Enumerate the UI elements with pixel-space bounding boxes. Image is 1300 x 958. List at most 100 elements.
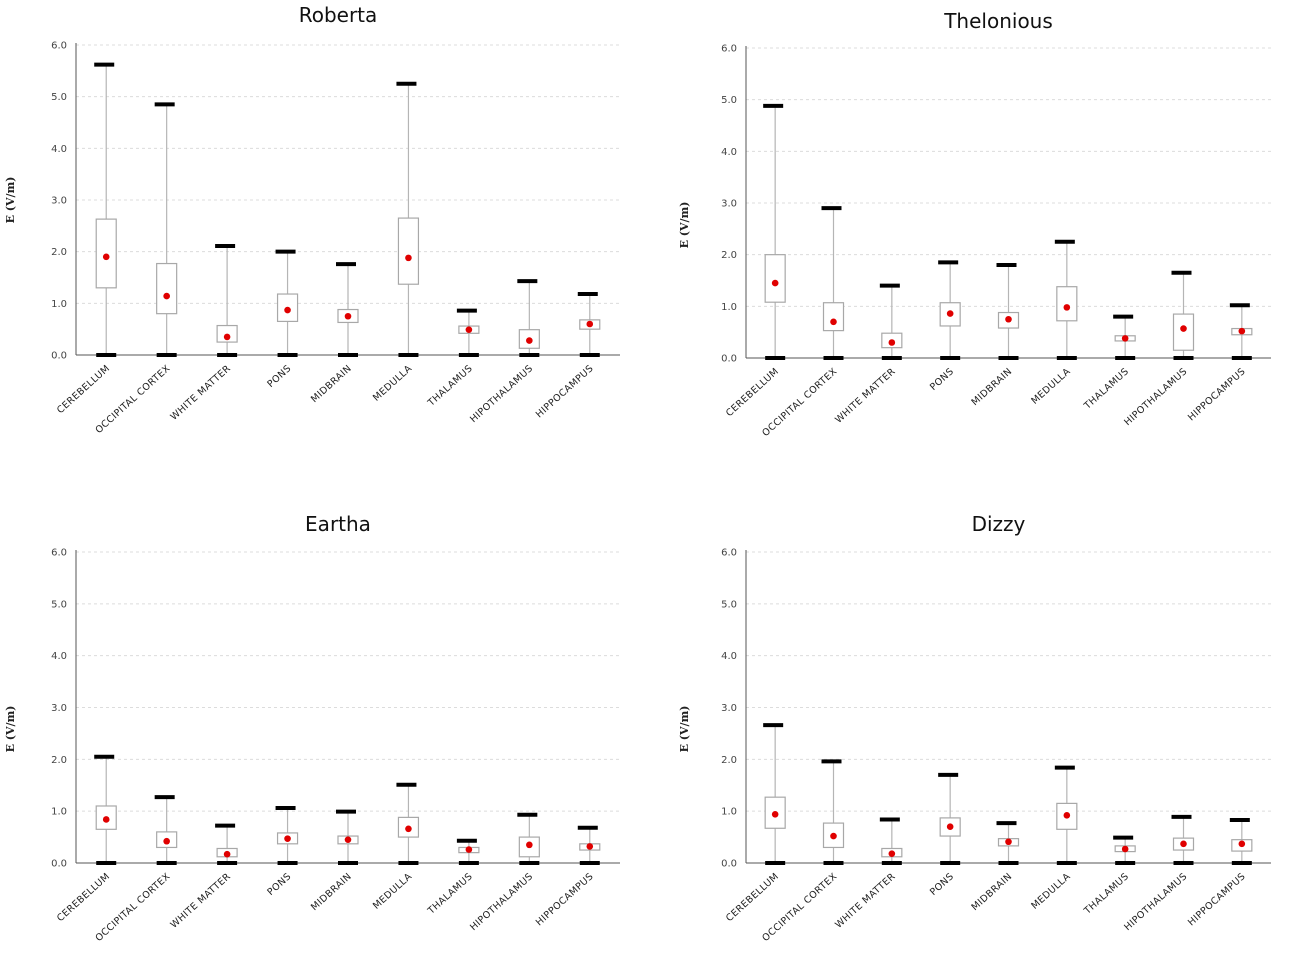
iqr-box (156, 262, 178, 315)
iqr-box (822, 302, 845, 332)
x-tick-label: THALAMUS (425, 363, 475, 409)
x-tick-label: WHITE MATTER (833, 871, 898, 931)
mean-point (888, 850, 896, 857)
y-tick-label: 4.0 (51, 651, 67, 662)
x-tick-label: HIPPOCAMPUS (1186, 871, 1248, 928)
y-tick-label: 1.0 (51, 299, 67, 310)
x-tick-label: MEDULLA (371, 363, 415, 404)
x-tick-label: PONS (928, 871, 956, 898)
y-tick-label: 2.0 (51, 247, 67, 258)
mean-point (1005, 315, 1012, 323)
mean-point (1063, 304, 1071, 311)
box-plot-medulla (396, 782, 420, 865)
chart-title: Eartha (305, 512, 371, 536)
y-tick-label: 6.0 (51, 548, 67, 559)
y-tick-label: 0.0 (51, 859, 67, 870)
y-tick-label: 3.0 (51, 703, 67, 714)
box-plot-thalamus (456, 308, 480, 357)
chart-panel-eartha: Eartha E (V/m) 0.0 1.0 2.0 3.0 4.0 5.0 6.0 CEREBE… (0, 479, 650, 958)
x-tick-label: HIPOTHALAMUS (468, 871, 535, 933)
mean-point (1121, 335, 1129, 342)
box-plot-white-matter (215, 823, 238, 865)
y-tick-label: 6.0 (51, 41, 67, 52)
mean-point (465, 846, 473, 853)
y-tick-label: 3.0 (721, 199, 737, 210)
x-tick-label: PONS (928, 366, 956, 393)
y-tick-label: 2.0 (51, 755, 67, 766)
box-plot-white-matter (879, 817, 903, 865)
x-tick-label: MEDULLA (1029, 366, 1073, 407)
iqr-box (1172, 313, 1195, 351)
chart-title: Dizzy (972, 512, 1026, 536)
box-plot-cerebellum (763, 103, 786, 360)
mean-point (405, 254, 412, 262)
mean-point (586, 320, 594, 328)
y-tick-label: 1.0 (51, 807, 67, 818)
box-plot-hipothalamus (517, 279, 540, 357)
box-plot-pons (275, 249, 299, 357)
mean-point (771, 279, 779, 287)
box-plot-medulla (396, 81, 420, 357)
mean-point (1005, 838, 1012, 846)
x-tick-label: MIDBRAIN (970, 366, 1015, 408)
y-tick-label: 6.0 (721, 44, 737, 55)
mean-point (1180, 325, 1187, 332)
y-tick-label: 3.0 (721, 703, 737, 714)
x-tick-label: MIDBRAIN (309, 871, 354, 913)
x-tick-label: CEREBELLUM (724, 871, 781, 924)
chart-title: Thelonious (943, 9, 1053, 33)
x-tick-label: THALAMUS (1082, 366, 1132, 412)
y-tick-label: 1.0 (721, 302, 737, 313)
box-plot-thalamus (1113, 835, 1136, 865)
x-tick-label: HIPOTHALAMUS (1122, 871, 1189, 933)
box-plot-midbrain (996, 263, 1020, 360)
mean-point (771, 810, 779, 818)
x-tick-label: MEDULLA (371, 871, 415, 912)
box-plot-thalamus (456, 838, 480, 865)
mean-point (830, 832, 837, 840)
chart-svg: Roberta E (V/m) 0.0 1.0 2.0 3.0 4.0 5.0 6.0 CEREB… (4, 3, 620, 436)
x-tick-label: HIPOTHALAMUS (468, 363, 535, 425)
x-tick-label: HIPOTHALAMUS (1122, 366, 1189, 428)
mean-point (344, 836, 352, 843)
chart-panel-roberta: Roberta E (V/m) 0.0 1.0 2.0 3.0 4.0 5.0 6.0 CEREB… (0, 0, 650, 479)
x-tick-label: CEREBELLUM (55, 871, 112, 924)
mean-point (1238, 840, 1246, 848)
box-plot-medulla (1054, 765, 1078, 865)
x-tick-label: WHITE MATTER (169, 871, 234, 931)
chart-svg: Thelonious E (V/m) 0.0 1.0 2.0 3.0 4.0 5.0 6.0 CE… (678, 9, 1271, 439)
mean-point (1238, 327, 1246, 335)
x-tick-label: PONS (265, 871, 293, 898)
x-tick-label: MIDBRAIN (309, 363, 354, 405)
box-plot-white-matter (215, 243, 238, 357)
box-plot-thalamus (1113, 314, 1136, 360)
box-plot-hipothalamus (517, 812, 540, 865)
mean-point (163, 837, 170, 845)
mean-point (830, 318, 837, 326)
y-tick-label: 0.0 (51, 351, 67, 362)
mean-point (102, 253, 110, 261)
box-plot-hippocampus (577, 825, 601, 865)
y-tick-label: 0.0 (721, 354, 737, 365)
mean-point (344, 312, 352, 320)
x-tick-label: MIDBRAIN (970, 871, 1015, 913)
box-plot-occipital-cortex (821, 759, 845, 865)
iqr-box (95, 218, 117, 289)
y-axis-label: E (V/m) (678, 202, 691, 249)
y-tick-label: 4.0 (721, 147, 737, 158)
y-tick-label: 5.0 (721, 599, 737, 610)
mean-point (1063, 812, 1071, 819)
mean-point (405, 825, 412, 833)
x-tick-label: WHITE MATTER (169, 363, 234, 423)
box-plot-pons (275, 806, 299, 865)
x-tick-label: PONS (265, 363, 293, 390)
y-tick-label: 3.0 (51, 196, 67, 207)
mean-point (1180, 840, 1187, 848)
mean-point (946, 823, 954, 831)
box-plot-hipothalamus (1171, 814, 1195, 865)
box-plot-cerebellum (94, 754, 117, 865)
x-tick-label: WHITE MATTER (833, 366, 898, 426)
y-tick-label: 0.0 (721, 859, 737, 870)
x-tick-label: THALAMUS (425, 871, 475, 917)
iqr-box (397, 217, 420, 285)
